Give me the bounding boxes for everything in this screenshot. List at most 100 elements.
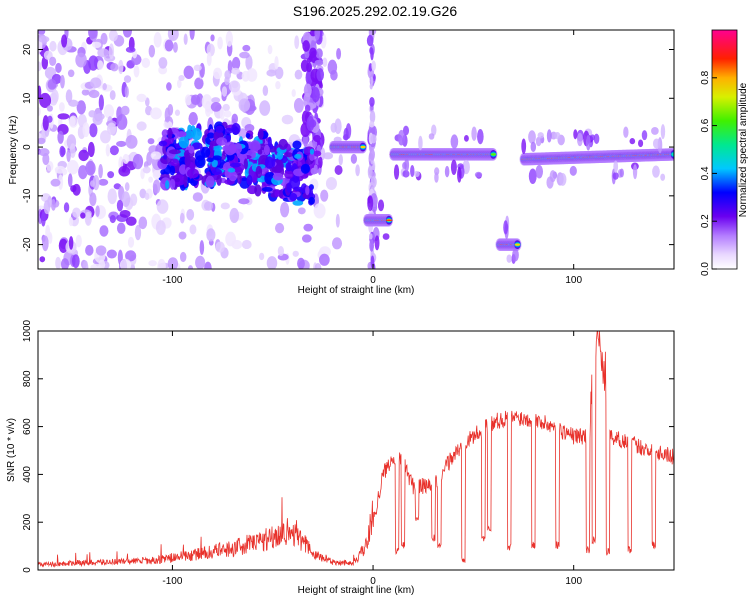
spectrogram-cell: [122, 153, 130, 164]
spectrogram-cell: [178, 135, 190, 149]
spectrogram-cell: [217, 36, 223, 50]
spectrogram-cell: [116, 222, 126, 234]
spectrogram-cell: [369, 148, 375, 161]
spectrogram-cell: [179, 251, 187, 263]
spectrogram-cell: [103, 104, 115, 119]
spectrogram-cell: [306, 62, 312, 73]
snr-x-tick-label: 0: [370, 576, 376, 587]
spectrogram-cell: [393, 164, 400, 180]
spectrogram-cell: [255, 165, 263, 179]
spectrogram-cell: [506, 254, 512, 263]
spectrogram-cell: [49, 56, 57, 66]
spectrogram-cell: [38, 30, 46, 35]
spectrogram-cell: [258, 128, 264, 140]
spectrogram-cell: [211, 97, 221, 104]
spectrogram-cell: [638, 139, 644, 148]
spectrogram-cell: [313, 150, 322, 157]
figure-title: S196.2025.292.02.19.G26: [293, 3, 457, 19]
spectrogram-cell: [49, 92, 58, 106]
spectrogram-cell: [537, 132, 544, 139]
spectrogram-cell: [397, 129, 406, 146]
spectrogram-cell: [219, 108, 225, 120]
spectrogram-y-label: Frequency (Hz): [8, 116, 19, 185]
spectrogram-cell: [222, 103, 230, 112]
spectrogram-cell: [336, 47, 342, 60]
spectrogram-cell: [303, 83, 312, 98]
spectrogram-cell: [124, 85, 129, 98]
spec-y-tick-label: 10: [22, 92, 33, 104]
spectrogram-cell: [428, 133, 435, 140]
spectrogram-cell: [95, 205, 100, 217]
spectrogram-cell: [242, 44, 251, 52]
snr-y-tick-label: 600: [22, 418, 33, 435]
spectrogram-cell: [261, 186, 273, 192]
spectrogram-cell: [309, 152, 315, 162]
spectrogram-cell: [148, 176, 153, 183]
spectrogram-cell: [274, 222, 285, 234]
spectrogram-cell: [259, 252, 265, 261]
colorbar-tick-label: 0.2: [700, 214, 711, 228]
spectrogram-cell: [133, 65, 140, 78]
spectrogram-cell: [110, 63, 119, 72]
spectrogram-cell: [183, 173, 188, 188]
spectrogram-cell: [90, 263, 102, 269]
spectrogram-cell: [535, 136, 542, 147]
spectrogram-cell: [216, 137, 228, 146]
spectrogram-cell: [39, 256, 46, 263]
spectrogram-cell: [237, 172, 242, 185]
spectrogram-cell: [457, 166, 462, 183]
spectrogram-cell: [216, 174, 222, 186]
spectrogram-cell: [281, 114, 294, 125]
spectrogram-cell: [370, 176, 377, 188]
spectrogram-cell: [291, 89, 296, 98]
spectrogram-cell: [414, 170, 420, 178]
spectrogram-cell: [320, 189, 329, 202]
spectrogram-cell: [100, 32, 108, 45]
spectrogram-cell: [227, 167, 236, 173]
spectrogram-cell: [190, 94, 201, 106]
spectrogram-cell: [68, 115, 78, 128]
spectrogram-cell: [229, 162, 241, 168]
spectrogram-cell: [223, 110, 232, 118]
snr-y-label: SNR (10 * v/v): [6, 418, 17, 482]
spectrogram-cell: [264, 156, 274, 169]
spectrogram-cell: [50, 178, 61, 187]
spectrogram-cell: [147, 138, 155, 145]
spectrogram-cell: [119, 258, 132, 269]
snr-y-tick-label: 800: [22, 370, 33, 387]
spectrogram-cell: [60, 258, 70, 269]
spectrogram-cell: [241, 239, 252, 250]
spectrogram-cell: [89, 123, 98, 138]
spectrogram-cell: [368, 233, 373, 240]
spectrogram-cell: [274, 66, 284, 80]
spectrogram-cell: [119, 209, 131, 218]
spectrogram-cell: [69, 143, 76, 159]
spectrogram-cell: [165, 180, 170, 190]
spectrogram-cell: [318, 156, 323, 169]
spectrogram-cell: [229, 144, 237, 154]
spectrogram-cell: [144, 192, 150, 201]
spectrogram-cell: [211, 168, 222, 175]
spectrogram-cell: [302, 134, 309, 147]
spectrogram-cell: [292, 140, 302, 150]
spectrogram-cell: [292, 250, 299, 257]
spectrogram-cell: [70, 185, 77, 193]
spectrogram-cell: [632, 164, 638, 180]
spectrogram-cell: [274, 189, 280, 198]
spectrogram-cell: [300, 163, 311, 174]
spectrogram-cell: [573, 129, 578, 140]
spectrogram-cell: [68, 236, 74, 250]
spectrogram-cell: [302, 40, 310, 52]
spectrogram-cell: [50, 198, 56, 211]
spectrogram-cell: [276, 151, 284, 160]
spectrogram-cell: [404, 157, 410, 172]
spectrogram-cell: [169, 178, 176, 190]
spectrogram-cell: [67, 173, 73, 188]
spectrogram-cell: [308, 119, 317, 128]
spectrogram-cell: [284, 170, 294, 179]
spectrogram-cell: [309, 148, 315, 155]
spectrogram-cell: [191, 127, 202, 141]
spectrogram-cell: [267, 44, 273, 55]
